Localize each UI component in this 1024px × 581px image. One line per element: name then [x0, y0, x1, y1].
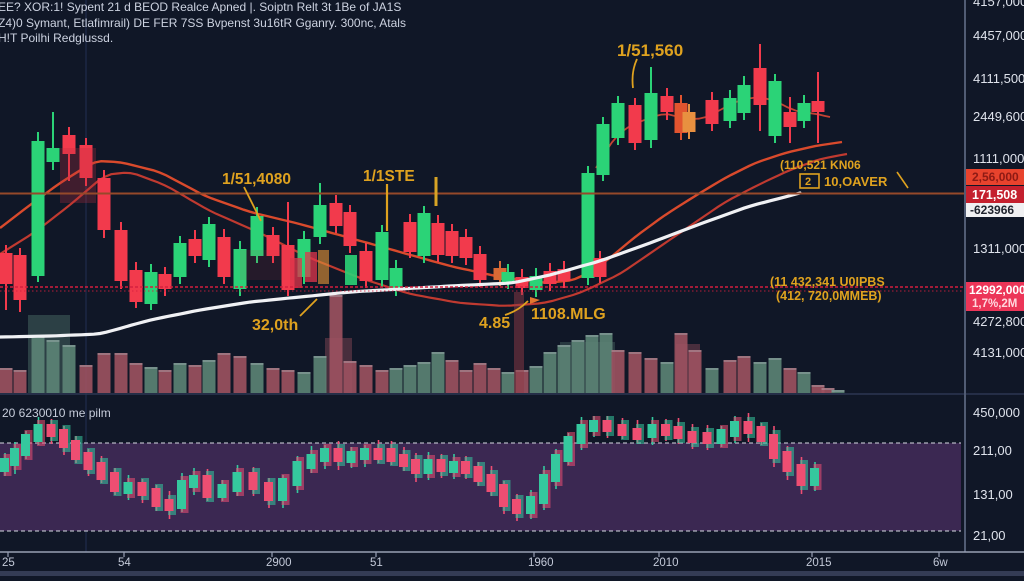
svg-text:(11 432,341 U0IPBS: (11 432,341 U0IPBS — [770, 275, 885, 289]
svg-text:6w: 6w — [933, 557, 948, 569]
svg-text:4272,800: 4272,800 — [973, 314, 1024, 329]
svg-text:1108.MLG: 1108.MLG — [531, 306, 606, 323]
svg-text:2900: 2900 — [266, 557, 292, 569]
svg-text:21,00: 21,00 — [973, 528, 1006, 543]
svg-text:4.85: 4.85 — [479, 315, 510, 332]
svg-text:1,7%,2M: 1,7%,2M — [972, 298, 1017, 310]
svg-text:1/51,4080: 1/51,4080 — [222, 171, 291, 188]
svg-text:2010: 2010 — [653, 557, 679, 569]
svg-text:2449,600: 2449,600 — [973, 109, 1024, 124]
svg-text:4457,000: 4457,000 — [973, 28, 1024, 43]
svg-text:-623966: -623966 — [970, 203, 1014, 217]
svg-text:51: 51 — [370, 557, 383, 569]
svg-text:(110,521 KN06: (110,521 KN06 — [780, 158, 861, 172]
svg-text:H!T Poilhi Redglussd.: H!T Poilhi Redglussd. — [0, 31, 113, 45]
svg-text:1/1STE: 1/1STE — [363, 168, 415, 185]
svg-text:450,000: 450,000 — [973, 405, 1020, 420]
svg-text:4157,000: 4157,000 — [973, 0, 1024, 9]
svg-text:20 6230010 me pilm: 20 6230010 me pilm — [2, 406, 111, 420]
svg-text:2,56,000: 2,56,000 — [972, 170, 1019, 184]
svg-text:131,00: 131,00 — [973, 487, 1013, 502]
svg-text:171,508: 171,508 — [972, 188, 1017, 202]
svg-text:(412, 720,0MMEB): (412, 720,0MMEB) — [776, 289, 882, 303]
svg-text:4111,500: 4111,500 — [973, 71, 1024, 86]
svg-text:1311,000: 1311,000 — [973, 241, 1024, 256]
svg-text:1111,000: 1111,000 — [973, 151, 1024, 166]
svg-text:32,0th: 32,0th — [252, 317, 298, 334]
svg-text:1/51,560: 1/51,560 — [617, 41, 683, 60]
svg-text:211,00: 211,00 — [973, 443, 1012, 458]
svg-text:54: 54 — [118, 557, 131, 569]
svg-text:1960: 1960 — [528, 557, 554, 569]
svg-text:10,OAVER: 10,OAVER — [824, 174, 888, 189]
svg-text:2015: 2015 — [806, 557, 832, 569]
svg-text:12992,000: 12992,000 — [969, 283, 1024, 297]
svg-text:2: 2 — [805, 176, 811, 188]
svg-text:4131,000: 4131,000 — [973, 345, 1024, 360]
svg-text:Z4)0 Symant, Etlafimrail) DE F: Z4)0 Symant, Etlafimrail) DE FER 7SS Bvp… — [0, 16, 406, 30]
svg-text:25: 25 — [2, 557, 15, 569]
svg-text:EE? XOR:1! Sypent 21 d BEOD Re: EE? XOR:1! Sypent 21 d BEOD Realce Apned… — [0, 0, 401, 14]
